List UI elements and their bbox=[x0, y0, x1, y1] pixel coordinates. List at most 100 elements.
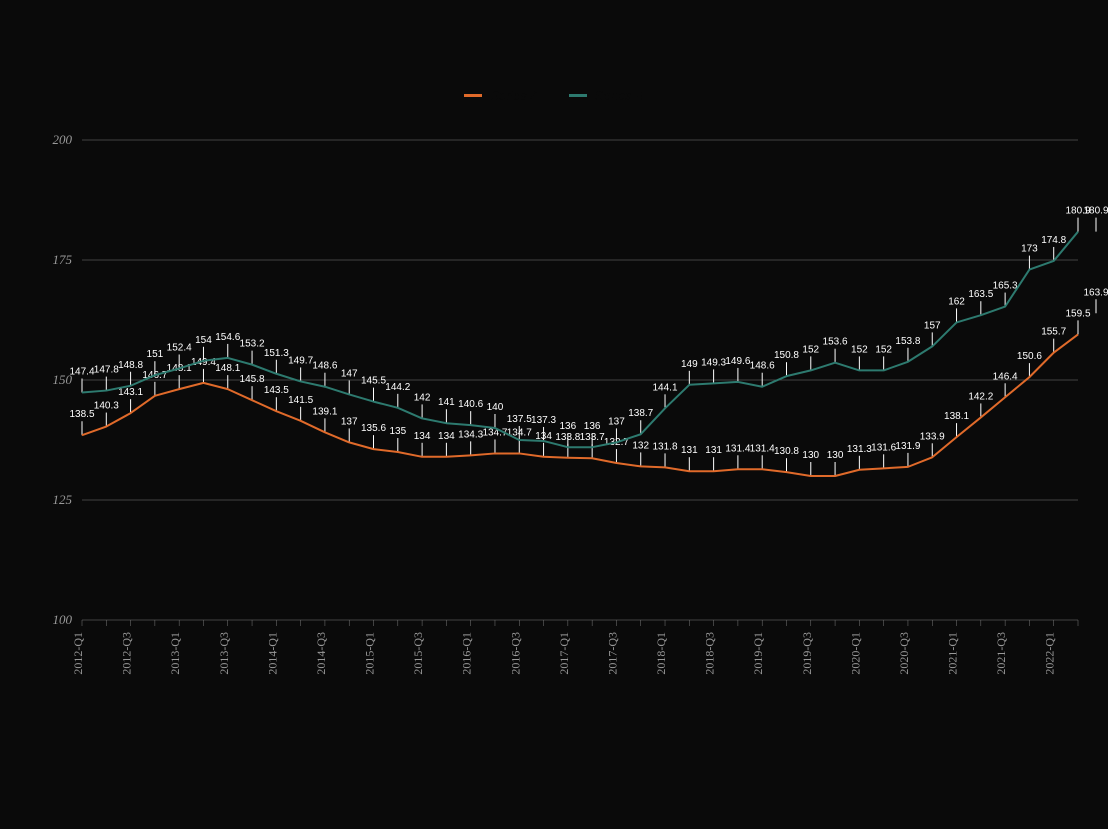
data-label: 144.2 bbox=[385, 382, 410, 393]
data-label: 165.3 bbox=[993, 281, 1018, 292]
legend-swatch-a bbox=[464, 94, 482, 97]
x-tick-label: 2022-Q1 bbox=[1043, 632, 1057, 675]
x-tick-label: 2017-Q1 bbox=[557, 632, 571, 675]
data-label: 149.6 bbox=[725, 356, 750, 367]
data-label: 147.8 bbox=[94, 365, 119, 376]
x-tick-label: 2012-Q1 bbox=[71, 632, 85, 675]
data-label: 154.6 bbox=[215, 332, 240, 343]
data-label: 153.8 bbox=[895, 336, 920, 347]
x-tick-label: 2014-Q3 bbox=[314, 632, 328, 675]
legend-swatch-b bbox=[569, 94, 587, 97]
x-tick-label: 2019-Q3 bbox=[800, 632, 814, 675]
data-label: 131 bbox=[681, 445, 698, 456]
data-label: 149 bbox=[681, 359, 698, 370]
data-label: 148.6 bbox=[750, 361, 775, 372]
x-tick-label: 2020-Q3 bbox=[897, 632, 911, 675]
data-label: 153.2 bbox=[240, 339, 265, 350]
data-label: 151 bbox=[147, 349, 164, 360]
x-tick-label: 2014-Q1 bbox=[265, 632, 279, 675]
data-label: 133.9 bbox=[920, 431, 945, 442]
data-label: 131.9 bbox=[895, 441, 920, 452]
data-label: 139.1 bbox=[312, 406, 337, 417]
data-label: 142 bbox=[414, 392, 431, 403]
data-label: 138.7 bbox=[628, 408, 653, 419]
data-label: 135.6 bbox=[361, 423, 386, 434]
data-label: 134 bbox=[414, 431, 431, 442]
data-label: 142.2 bbox=[968, 391, 993, 402]
data-label: 130.8 bbox=[774, 446, 799, 457]
data-label: 173 bbox=[1021, 244, 1038, 255]
data-label: 137 bbox=[608, 416, 625, 427]
data-label: 151.3 bbox=[264, 348, 289, 359]
x-tick-label: 2013-Q1 bbox=[168, 632, 182, 675]
data-label: 132 bbox=[632, 440, 649, 451]
y-tick-label: 100 bbox=[53, 612, 73, 627]
data-label: 134.3 bbox=[458, 429, 483, 440]
x-tick-label: 2016-Q1 bbox=[460, 632, 474, 675]
y-tick-label: 175 bbox=[53, 252, 73, 267]
data-label: 138.5 bbox=[69, 409, 94, 420]
data-label: 174.8 bbox=[1041, 235, 1066, 246]
legend-item-a: Series A bbox=[464, 88, 539, 103]
data-label: 131.6 bbox=[871, 442, 896, 453]
data-label: 140.6 bbox=[458, 399, 483, 410]
data-label: 143.5 bbox=[264, 385, 289, 396]
x-tick-label: 2020-Q1 bbox=[848, 632, 862, 675]
data-label: 144.1 bbox=[653, 382, 678, 393]
data-label: 137 bbox=[341, 416, 358, 427]
legend-item-b: Series B bbox=[569, 88, 644, 103]
data-label: 141.5 bbox=[288, 395, 313, 406]
data-label: 150.8 bbox=[774, 350, 799, 361]
x-tick-label: 2021-Q1 bbox=[946, 632, 960, 675]
x-tick-label: 2012-Q3 bbox=[120, 632, 134, 675]
data-label: 152 bbox=[875, 344, 892, 355]
data-label: 150.6 bbox=[1017, 351, 1042, 362]
end-label: 163.9 bbox=[1083, 287, 1108, 298]
data-label: 134 bbox=[438, 431, 455, 442]
y-tick-label: 200 bbox=[53, 132, 73, 147]
data-label: 147 bbox=[341, 368, 358, 379]
x-tick-label: 2019-Q1 bbox=[751, 632, 765, 675]
data-label: 143.1 bbox=[118, 387, 143, 398]
data-label: 136 bbox=[560, 421, 577, 432]
data-label: 130 bbox=[827, 450, 844, 461]
data-label: 140.3 bbox=[94, 401, 119, 412]
x-tick-label: 2021-Q3 bbox=[994, 632, 1008, 675]
data-label: 154 bbox=[195, 335, 212, 346]
data-label: 152 bbox=[851, 344, 868, 355]
x-tick-label: 2015-Q1 bbox=[363, 632, 377, 675]
data-label: 148.8 bbox=[118, 360, 143, 371]
data-label: 145.5 bbox=[361, 376, 386, 387]
data-label: 137.3 bbox=[531, 415, 556, 426]
legend-label-b: Series B bbox=[595, 88, 644, 103]
x-tick-label: 2018-Q1 bbox=[654, 632, 668, 675]
data-label: 149.3 bbox=[701, 357, 726, 368]
x-tick-label: 2018-Q3 bbox=[703, 632, 717, 675]
legend: Series A Series B bbox=[0, 88, 1108, 103]
data-label: 155.7 bbox=[1041, 327, 1066, 338]
data-label: 130 bbox=[802, 450, 819, 461]
data-label: 138.1 bbox=[944, 411, 969, 422]
x-tick-label: 2016-Q3 bbox=[508, 632, 522, 675]
data-label: 131.3 bbox=[847, 444, 872, 455]
series-a-line bbox=[82, 334, 1078, 476]
data-label: 157 bbox=[924, 320, 941, 331]
data-label: 145.8 bbox=[240, 374, 265, 385]
data-label: 152.4 bbox=[167, 342, 192, 353]
data-label: 162 bbox=[948, 296, 965, 307]
data-label: 135 bbox=[389, 426, 406, 437]
data-label: 148.1 bbox=[215, 363, 240, 374]
end-label: 180.9 bbox=[1083, 206, 1108, 217]
data-label: 131.4 bbox=[725, 443, 750, 454]
data-label: 149.7 bbox=[288, 355, 313, 366]
data-label: 131 bbox=[705, 445, 722, 456]
legend-label-a: Series A bbox=[490, 88, 539, 103]
line-chart: Series A Series B 1001251501752002012-Q1… bbox=[0, 0, 1108, 824]
x-tick-label: 2013-Q3 bbox=[217, 632, 231, 675]
plot-area: 1001251501752002012-Q12012-Q32013-Q12013… bbox=[0, 0, 1108, 824]
x-tick-label: 2015-Q3 bbox=[411, 632, 425, 675]
data-label: 146.4 bbox=[993, 371, 1018, 382]
data-label: 131.8 bbox=[653, 441, 678, 452]
data-label: 136 bbox=[584, 421, 601, 432]
data-label: 153.6 bbox=[823, 337, 848, 348]
